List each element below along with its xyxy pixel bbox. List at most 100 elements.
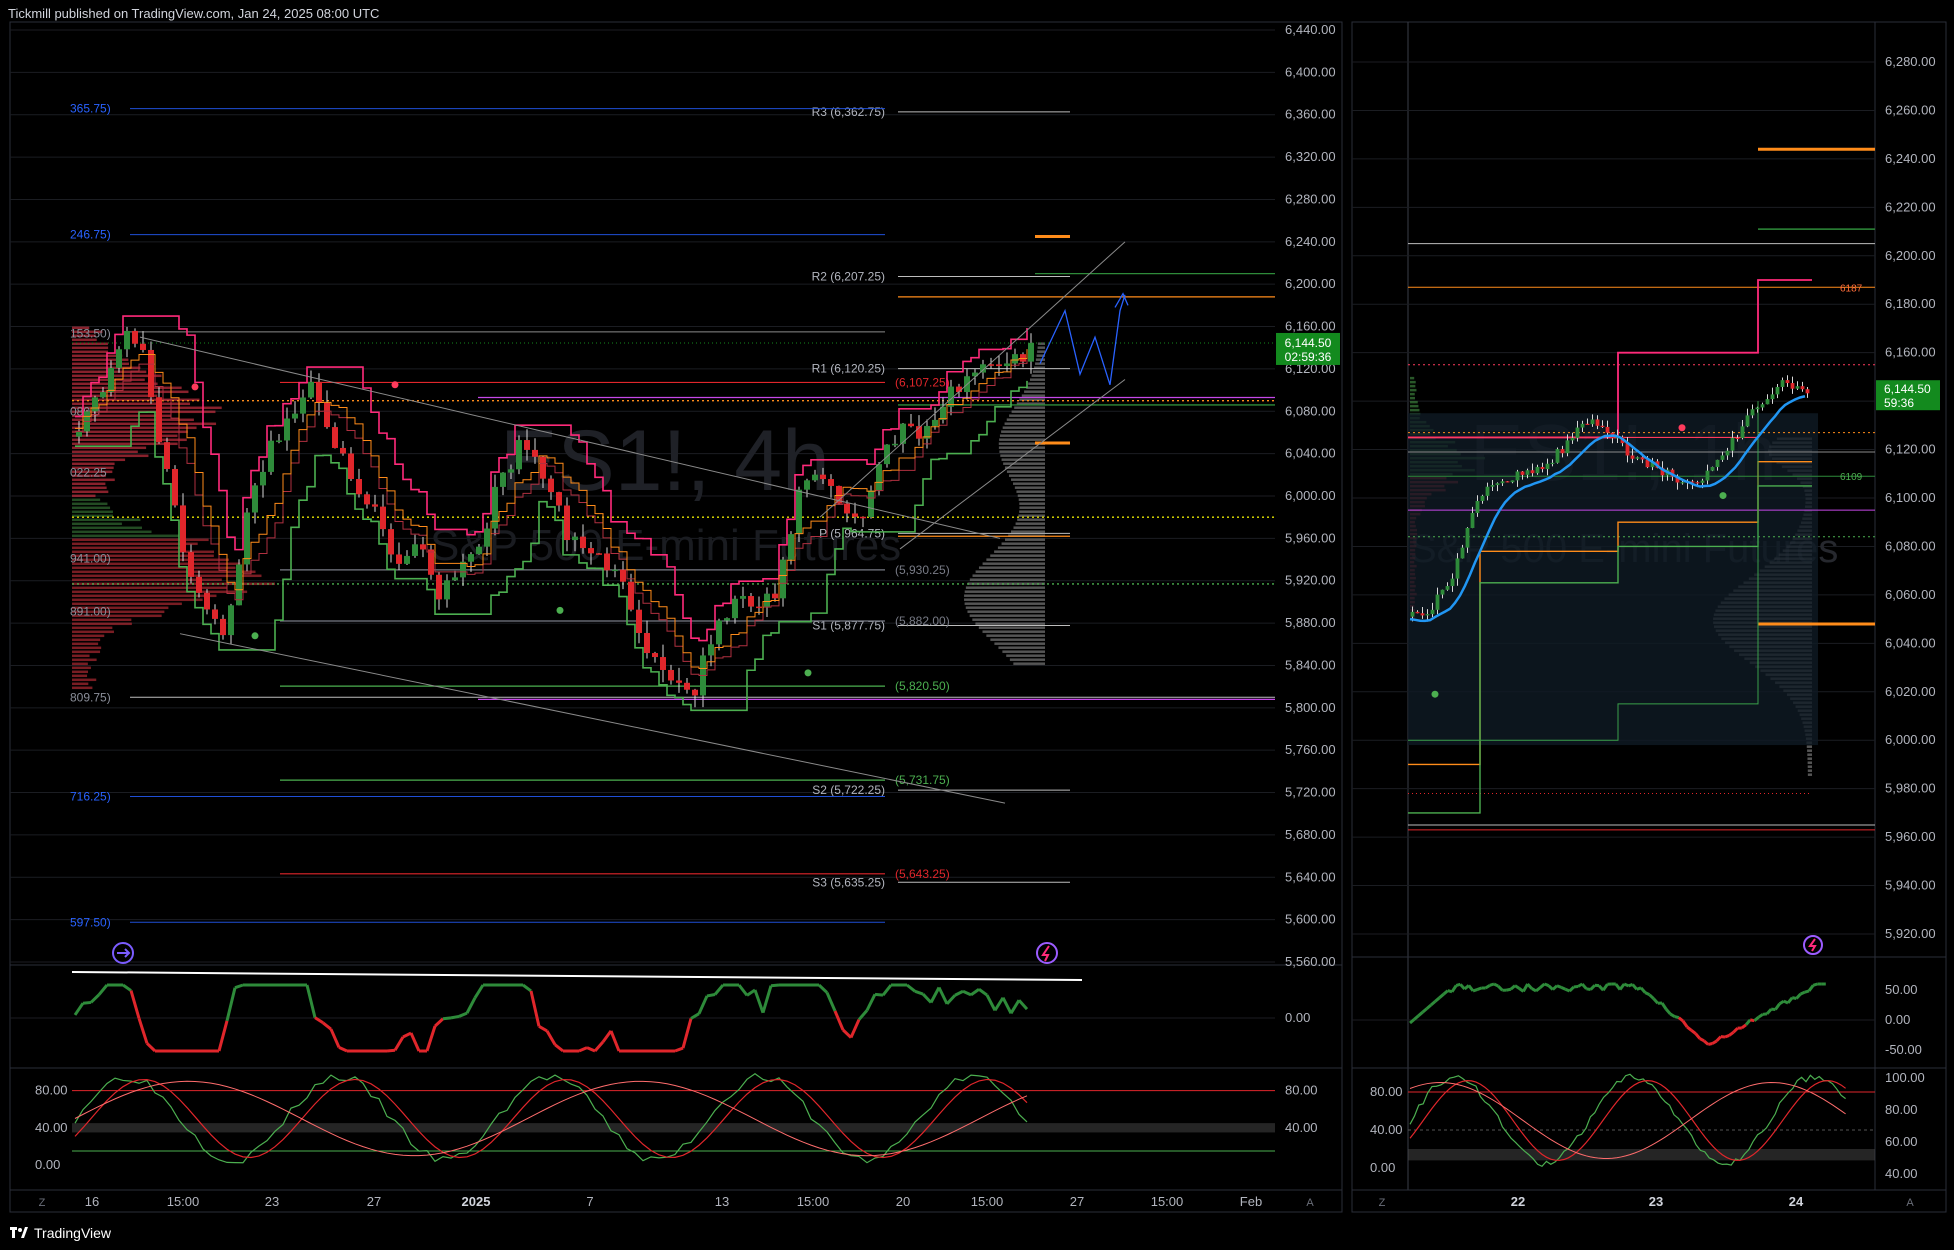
osc-segment	[1514, 984, 1521, 990]
volume-profile-bar	[72, 422, 217, 426]
candle-body	[972, 372, 978, 377]
price-tick-label: 5,560.00	[1285, 954, 1336, 969]
price-tick-label: 5,800.00	[1285, 700, 1336, 715]
price-tick-label: 6,360.00	[1285, 107, 1336, 122]
candle-body	[980, 364, 986, 373]
candle-body	[868, 490, 874, 518]
volume-profile-bar	[72, 606, 169, 610]
candle-body	[1700, 480, 1705, 483]
stoch-tick-label: 60.00	[1885, 1134, 1918, 1149]
candle-body	[196, 576, 202, 593]
candle-body	[188, 552, 194, 577]
replay-icon	[112, 942, 134, 964]
lightning-icon	[1041, 945, 1050, 962]
volume-profile-bar	[1807, 761, 1812, 764]
candle-body	[692, 689, 698, 696]
osc-segment	[1791, 996, 1797, 1000]
candle-body	[244, 512, 250, 565]
candle-body	[508, 469, 514, 473]
volume-profile-bar	[972, 618, 1045, 621]
candle-body	[588, 548, 594, 554]
volume-profile-bar	[72, 682, 89, 686]
volume-profile-bar	[72, 430, 188, 434]
candle-body	[172, 468, 178, 506]
price-tick-label: 6,120.00	[1885, 442, 1936, 457]
volume-profile-bar	[1006, 470, 1045, 473]
candle-body	[1800, 386, 1805, 390]
candle-body	[1565, 440, 1570, 454]
volume-profile-bar	[1410, 384, 1416, 388]
tradingview-logo-icon	[10, 1227, 28, 1238]
pivot-label: S3 (5,635.25)	[812, 875, 885, 889]
candle-body	[876, 464, 882, 491]
volume-profile-bar	[72, 618, 132, 622]
cut-level-label: 153.50)	[70, 326, 111, 340]
zoom-icon: Z	[39, 1197, 46, 1209]
volume-profile-bar	[72, 406, 222, 410]
zoom-icon: Z	[1379, 1197, 1386, 1209]
volume-profile-bar	[1807, 753, 1812, 756]
volume-profile-bar	[1026, 386, 1045, 389]
volume-profile-bar	[1011, 478, 1045, 481]
charts-canvas[interactable]: 6,440.00 6,400.00 6,360.00 6,320.00 6,280.00…	[0, 0, 1954, 1220]
osc-segment	[1740, 1023, 1747, 1030]
level-label: (5,731.75)	[895, 773, 950, 787]
osc-segment	[586, 1046, 596, 1053]
candle-body	[1425, 614, 1430, 616]
candle-body	[708, 644, 714, 656]
volume-profile-bar	[72, 586, 227, 590]
candle-body	[1455, 558, 1460, 579]
osc-segment	[674, 1046, 684, 1053]
candle-body	[1420, 613, 1425, 616]
candle-body	[1550, 462, 1555, 465]
volume-profile-bar	[965, 586, 1045, 589]
candle-body	[444, 580, 450, 600]
candle-body	[492, 486, 498, 529]
left-chart-pane[interactable]: 6,440.00 6,400.00 6,360.00 6,320.00 6,280.00…	[9, 21, 1343, 1213]
candle-body	[1780, 380, 1785, 387]
stoch-band	[72, 1123, 1275, 1133]
volume-profile-bar	[1031, 374, 1045, 377]
osc-segment	[1778, 999, 1785, 1006]
right-chart-pane[interactable]: 6,280.00 6,260.00 6,240.00 6,220.00 6,200.00…	[1351, 21, 1947, 1213]
volume-profile-bar	[1013, 662, 1045, 665]
stoch-tick-label: 40.00	[1370, 1122, 1403, 1137]
volume-profile-bar	[72, 566, 236, 570]
small-level-label: 6109	[1840, 472, 1863, 483]
volume-profile-bar	[1807, 773, 1812, 776]
osc-segment	[1447, 989, 1453, 994]
volume-profile-bar	[72, 514, 113, 518]
stoch-slow-line	[74, 1080, 1028, 1157]
osc-segment	[1812, 982, 1818, 987]
osc-segment	[1623, 982, 1630, 988]
candle-body	[1525, 470, 1530, 475]
osc-segment	[1581, 983, 1588, 990]
osc-segment	[970, 988, 980, 997]
candle-body	[452, 577, 458, 581]
osc-segment	[1560, 986, 1566, 991]
candle-body	[348, 453, 354, 480]
osc-tick-label: -50.00	[1885, 1042, 1922, 1057]
osc-segment	[978, 988, 988, 997]
candle-body	[852, 513, 858, 517]
volume-profile-bar	[72, 414, 171, 418]
price-tick-label: 5,920.00	[1285, 573, 1336, 588]
osc-segment	[1660, 1002, 1668, 1011]
volume-profile-bar	[72, 386, 182, 390]
osc-segment	[1009, 999, 1021, 1015]
candle-body	[948, 386, 954, 407]
osc-segment	[322, 1021, 332, 1031]
volume-profile-bar	[965, 606, 1045, 609]
volume-profile-bar	[72, 650, 101, 654]
osc-segment	[1472, 988, 1478, 993]
osc-segment	[1417, 1011, 1424, 1017]
osc-segment	[1694, 1032, 1701, 1040]
level-label: (5,882.00)	[895, 614, 950, 628]
volume-profile-bar	[72, 502, 108, 506]
chart-watermark-name: S&P 500 E-mini Futures	[430, 521, 901, 570]
osc-segment	[1547, 984, 1554, 991]
candle-body	[484, 528, 490, 547]
auto-scale-icon: A	[1306, 1197, 1314, 1209]
volume-profile-bar	[72, 658, 97, 662]
price-tick-label: 5,960.00	[1285, 530, 1336, 545]
